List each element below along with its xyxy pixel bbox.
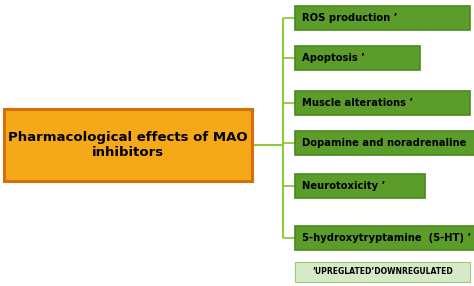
FancyBboxPatch shape [295,262,470,282]
Text: 5-hydroxytryptamine  (5-HT) ’: 5-hydroxytryptamine (5-HT) ’ [302,233,471,243]
Text: Pharmacological effects of MAO
inhibitors: Pharmacological effects of MAO inhibitor… [8,131,248,159]
Text: ’UPREGLATED’DOWNREGULATED: ’UPREGLATED’DOWNREGULATED [312,267,453,277]
Text: Muscle alterations ’: Muscle alterations ’ [302,98,413,108]
FancyBboxPatch shape [295,46,420,70]
Text: ROS production ’: ROS production ’ [302,13,398,23]
Text: Neurotoxicity ’: Neurotoxicity ’ [302,181,385,191]
FancyBboxPatch shape [295,6,470,30]
FancyBboxPatch shape [295,131,474,155]
FancyBboxPatch shape [4,109,252,181]
FancyBboxPatch shape [295,174,425,198]
Text: Dopamine and noradrenaline  ’: Dopamine and noradrenaline ’ [302,138,474,148]
FancyBboxPatch shape [295,91,470,115]
FancyBboxPatch shape [295,226,474,250]
Text: Apoptosis ’: Apoptosis ’ [302,53,365,63]
